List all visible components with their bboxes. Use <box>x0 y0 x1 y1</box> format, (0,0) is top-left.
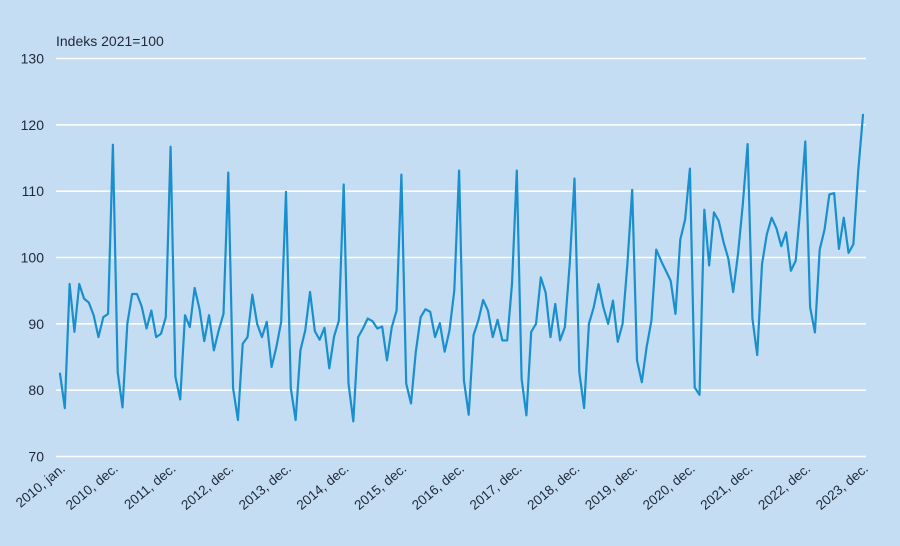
y-tick-label: 70 <box>28 449 44 465</box>
x-tick-label: 2012, dec. <box>178 461 236 513</box>
x-tick-label: 2017, dec. <box>467 461 525 513</box>
x-tick-label: 2010, jan. <box>13 461 68 511</box>
x-tick-label: 2022, dec. <box>755 461 813 513</box>
y-tick-label: 120 <box>21 117 45 133</box>
x-tick-label: 2014, dec. <box>294 461 352 513</box>
x-tick-label: 2013, dec. <box>236 461 294 513</box>
x-tick-label: 2021, dec. <box>698 461 756 513</box>
y-axis-tick-labels: 70 80 90 100 110 120 130 <box>21 51 45 465</box>
x-axis-tick-labels: 2010, jan.2010, dec. 2011, dec. 2012, dec.… <box>13 461 871 513</box>
y-tick-label: 80 <box>28 382 44 398</box>
y-tick-label: 100 <box>21 250 45 266</box>
x-tick-label: 2015, dec. <box>351 461 409 513</box>
x-tick-label: 2019, dec. <box>582 461 640 513</box>
y-tick-label: 90 <box>28 316 44 332</box>
x-tick-label: 2010, dec. <box>63 461 121 513</box>
series-layer <box>58 113 865 423</box>
x-tick-label: 2011, dec. <box>121 461 178 512</box>
x-tick-label: 2020, dec. <box>640 461 698 513</box>
x-tick-label: 2016, dec. <box>409 461 467 513</box>
y-tick-label: 130 <box>21 51 45 67</box>
y-axis-unit-label: Indeks 2021=100 <box>56 33 164 49</box>
x-tick-label: 2018, dec. <box>524 461 582 513</box>
x-tick-label: 2023, dec. <box>813 461 871 513</box>
series-line-0 <box>58 113 865 423</box>
y-tick-label: 110 <box>22 183 45 199</box>
